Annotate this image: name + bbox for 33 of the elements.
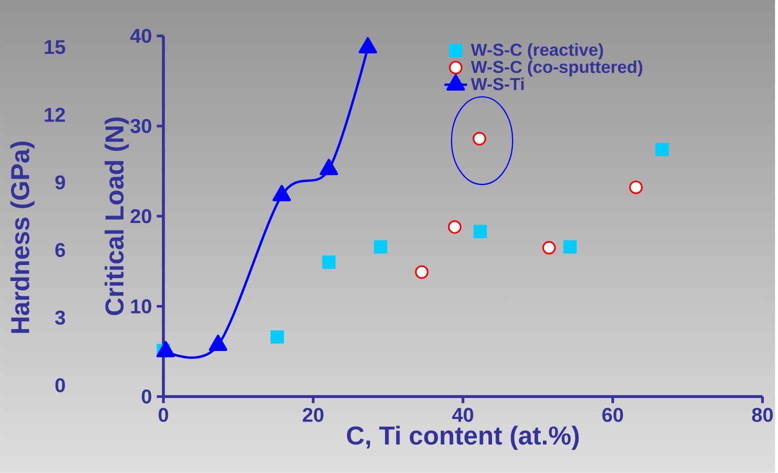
y2-tick-label: 12 — [44, 108, 65, 122]
x-tick-label: 60 — [602, 408, 623, 422]
x-tick-label: 0 — [158, 408, 168, 422]
y2-tick-label: 0 — [55, 378, 65, 392]
x-axis-title: C, Ti content (at.%) — [346, 426, 579, 450]
y2-axis-title: Hardness (GPa) — [10, 142, 34, 333]
y-tick-label: 20 — [130, 209, 152, 224]
point — [474, 224, 487, 238]
legend-label: W-S-C (reactive) — [470, 43, 603, 60]
y-tick-label: 40 — [130, 28, 152, 43]
y2-tick-label: 3 — [55, 310, 66, 325]
point — [629, 180, 643, 194]
point — [656, 142, 669, 156]
point — [563, 240, 577, 254]
point — [374, 240, 388, 254]
point — [322, 255, 336, 269]
point — [270, 330, 284, 344]
point — [472, 132, 486, 146]
point — [542, 240, 556, 254]
y-tick-label: 0 — [142, 389, 152, 404]
y2-tick-label: 6 — [55, 242, 66, 257]
legend-label: W-S-Ti — [470, 77, 524, 90]
point — [414, 265, 429, 279]
legend-label: W-S-C (co-sputtered) — [470, 60, 642, 76]
x-tick-label: 20 — [302, 408, 324, 422]
x-tick-label: 40 — [452, 408, 474, 422]
y2-tick-label: 9 — [55, 175, 65, 190]
y-tick-label: 30 — [130, 118, 152, 133]
y-tick-label: 10 — [131, 299, 152, 314]
x-tick-label: 80 — [752, 408, 773, 422]
y-axis-title: Critical Load (N) — [104, 117, 129, 316]
point — [448, 220, 462, 234]
y2-tick-label: 15 — [44, 40, 66, 54]
